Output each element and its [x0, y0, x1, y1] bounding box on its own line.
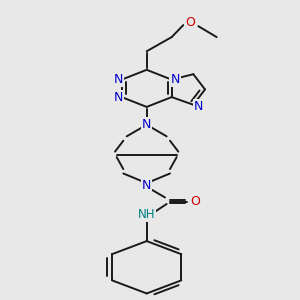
Text: N: N [114, 91, 123, 103]
Text: NH: NH [138, 208, 155, 221]
Text: O: O [190, 195, 200, 208]
Text: N: N [170, 73, 180, 86]
Text: N: N [142, 179, 152, 192]
Text: O: O [185, 16, 195, 29]
Text: N: N [142, 118, 152, 131]
Text: N: N [194, 100, 203, 113]
Text: N: N [114, 73, 123, 86]
